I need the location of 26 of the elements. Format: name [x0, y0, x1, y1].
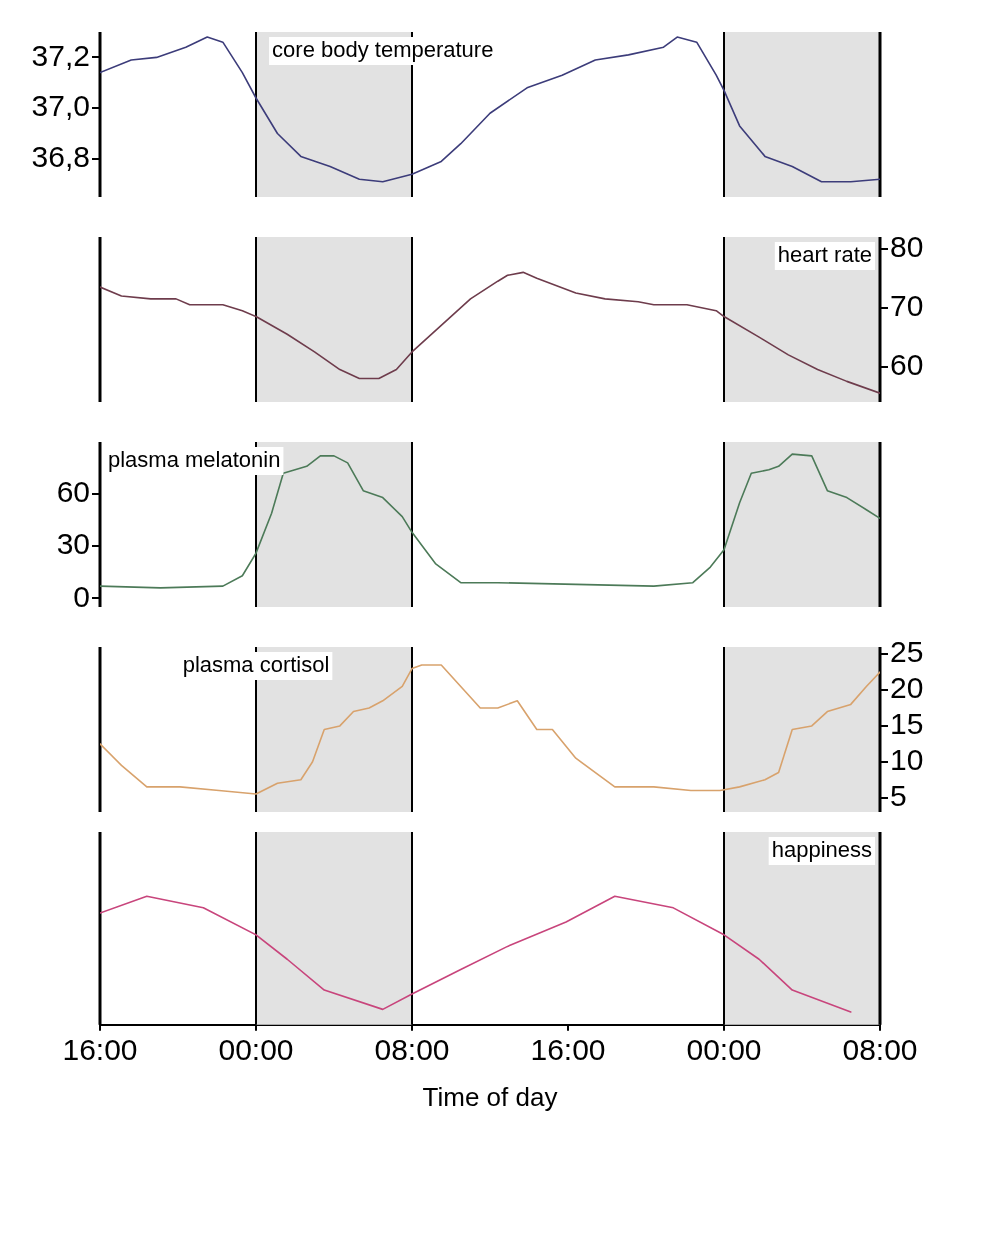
y-tick-label: 30 — [56, 527, 90, 561]
series-label: plasma melatonin — [108, 447, 281, 473]
y-tick-label: 15 — [890, 707, 924, 741]
x-tick-label: 08:00 — [374, 1033, 450, 1067]
y-tick-label: 0 — [73, 579, 90, 613]
x-tick-label: 16:00 — [62, 1033, 138, 1067]
y-tick-label: 80 — [890, 230, 924, 264]
y-tick-label: 36,8 — [31, 140, 90, 174]
y-tick-label: 60 — [56, 475, 90, 509]
y-tick-label: 60 — [890, 347, 924, 381]
x-tick-label: 16:00 — [530, 1033, 606, 1067]
y-tick-label: 20 — [890, 671, 924, 705]
y-tick-label: 70 — [890, 288, 924, 322]
text: heart rate — [777, 242, 873, 268]
series-label: plasma cortisol — [182, 652, 330, 678]
series-label: core body temperature — [272, 37, 494, 63]
text: happiness — [771, 837, 873, 863]
x-axis-title: Time of day — [422, 1081, 558, 1112]
y-tick-label: 25 — [890, 635, 924, 669]
y-tick-label: 37,2 — [31, 38, 90, 72]
y-tick-label: 37,0 — [31, 89, 90, 123]
y-tick-label: 5 — [890, 778, 907, 812]
x-tick-label: 00:00 — [218, 1033, 294, 1067]
y-tick-label: 10 — [890, 743, 924, 777]
x-tick-label: 08:00 — [842, 1033, 918, 1067]
x-tick-label: 00:00 — [686, 1033, 762, 1067]
